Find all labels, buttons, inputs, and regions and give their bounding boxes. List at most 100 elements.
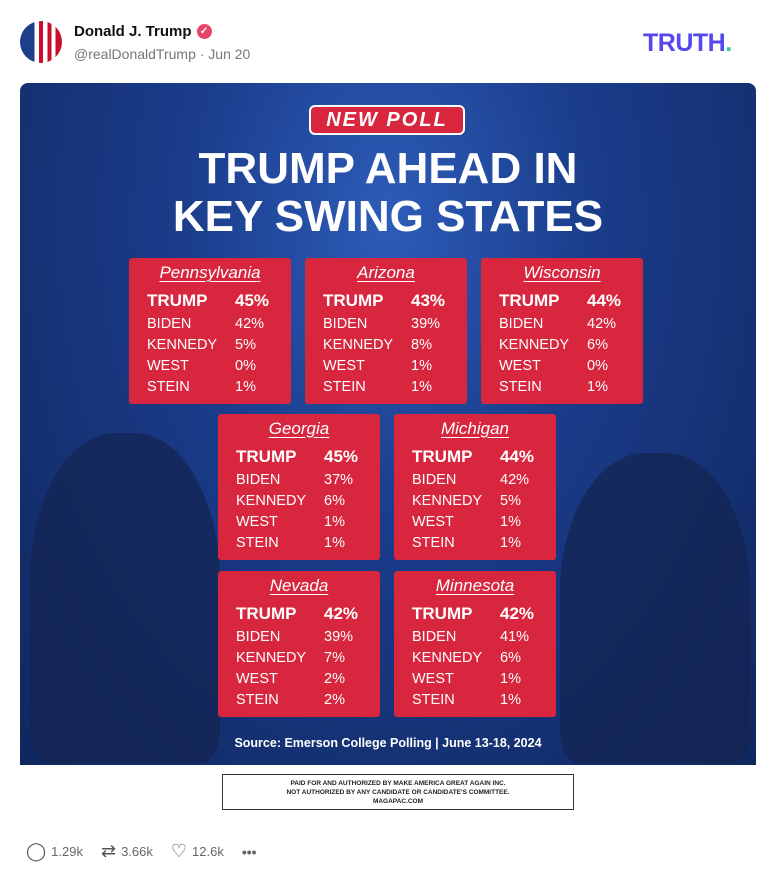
state-name: Georgia	[268, 419, 330, 438]
candidate-name: TRUMP	[236, 447, 297, 466]
state-card-michigan: Michigan TRUMP 44% BIDEN 42% KENNEDY 5% WEST 1% S…	[394, 414, 556, 560]
reply-button[interactable]: ◯ 1.29k	[26, 841, 83, 861]
candidate-percent: 37%	[324, 472, 354, 488]
candidate-name: BIDEN	[499, 316, 544, 332]
heart-icon: ♡	[170, 841, 188, 861]
candidate-row: KENNEDY 7%	[236, 648, 380, 669]
candidate-name: WEST	[412, 671, 454, 687]
candidate-name: WEST	[323, 358, 365, 374]
candidate-name: STEIN	[236, 692, 279, 708]
candidate-percent: 1%	[500, 535, 521, 551]
candidate-row: BIDEN 39%	[236, 627, 380, 648]
candidate-name: STEIN	[236, 535, 279, 551]
candidate-row: STEIN 1%	[236, 533, 380, 554]
state-card-wisconsin: Wisconsin TRUMP 44% BIDEN 42% KENNEDY 6% WEST 0%…	[481, 258, 643, 404]
candidate-name: KENNEDY	[236, 493, 307, 509]
candidate-row: STEIN 1%	[323, 377, 467, 398]
candidate-name: KENNEDY	[323, 337, 394, 353]
candidate-row: KENNEDY 6%	[499, 335, 643, 356]
state-card-minnesota: Minnesota TRUMP 42% BIDEN 41% KENNEDY 6% WEST 1%…	[394, 571, 556, 717]
candidate-row: TRUMP 42%	[412, 603, 556, 627]
candidate-row: BIDEN 41%	[412, 627, 556, 648]
candidate-percent: 42%	[324, 604, 359, 623]
avatar[interactable]	[20, 21, 62, 63]
candidate-name: STEIN	[323, 379, 366, 395]
candidate-percent: 6%	[587, 337, 608, 353]
more-options-button[interactable]: •••	[242, 844, 257, 860]
candidate-row: BIDEN 37%	[236, 470, 380, 491]
candidate-name: KENNEDY	[147, 337, 218, 353]
author-handle[interactable]: @realDonaldTrump · Jun 20	[74, 46, 251, 62]
candidate-row: KENNEDY 6%	[412, 648, 556, 669]
candidate-percent: 1%	[235, 379, 256, 395]
candidate-row: WEST 1%	[236, 512, 380, 533]
candidate-row: BIDEN 39%	[323, 314, 467, 335]
candidate-name: BIDEN	[236, 472, 281, 488]
author-name[interactable]: Donald J. Trump ✓	[74, 23, 212, 40]
candidate-row: WEST 2%	[236, 669, 380, 690]
candidate-name: WEST	[236, 514, 278, 530]
candidate-percent: 1%	[500, 514, 521, 530]
candidate-name: WEST	[499, 358, 541, 374]
candidate-row: WEST 1%	[412, 512, 556, 533]
candidate-row: TRUMP 43%	[323, 290, 467, 314]
candidate-name: WEST	[412, 514, 454, 530]
disclaimer-box: PAID FOR AND AUTHORIZED BY MAKE AMERICA …	[222, 774, 574, 810]
comment-icon: ◯	[26, 841, 47, 861]
poll-graphic: NEW POLL TRUMP AHEAD IN KEY SWING STATES …	[20, 83, 756, 765]
candidate-row: STEIN 1%	[412, 690, 556, 711]
candidate-name: TRUMP	[412, 604, 473, 623]
candidate-percent: 0%	[235, 358, 256, 374]
candidate-row: KENNEDY 6%	[236, 491, 380, 512]
candidate-percent: 2%	[324, 671, 345, 687]
candidate-name: BIDEN	[236, 629, 281, 645]
candidate-row: KENNEDY 5%	[412, 491, 556, 512]
candidate-percent: 2%	[324, 692, 345, 708]
candidate-name: BIDEN	[412, 629, 457, 645]
candidate-name: KENNEDY	[236, 650, 307, 666]
candidate-row: STEIN 1%	[499, 377, 643, 398]
like-button[interactable]: ♡ 12.6k	[170, 841, 224, 861]
candidate-percent: 39%	[324, 629, 354, 645]
speaker-figure-left	[30, 433, 220, 763]
candidate-percent: 1%	[500, 671, 521, 687]
state-name: Minnesota	[435, 576, 515, 595]
truth-logo[interactable]: TRUTH.	[643, 29, 732, 57]
candidate-percent: 41%	[500, 629, 530, 645]
more-icon: •••	[241, 843, 257, 860]
state-name: Arizona	[357, 263, 415, 282]
candidate-percent: 5%	[500, 493, 521, 509]
candidate-name: KENNEDY	[499, 337, 570, 353]
candidate-percent: 42%	[235, 316, 265, 332]
candidate-row: TRUMP 45%	[236, 446, 380, 470]
candidate-percent: 6%	[500, 650, 521, 666]
candidate-percent: 0%	[587, 358, 608, 374]
candidate-row: TRUMP 45%	[147, 290, 291, 314]
candidate-row: TRUMP 44%	[412, 446, 556, 470]
candidate-row: TRUMP 44%	[499, 290, 643, 314]
retruth-button[interactable]: ⇄ 3.66k	[100, 841, 153, 861]
candidate-row: STEIN 2%	[236, 690, 380, 711]
candidate-row: WEST 1%	[412, 669, 556, 690]
candidate-percent: 42%	[500, 472, 530, 488]
candidate-name: BIDEN	[147, 316, 192, 332]
state-name: Wisconsin	[523, 263, 601, 282]
headline: TRUMP AHEAD IN KEY SWING STATES	[172, 144, 604, 241]
candidate-percent: 5%	[235, 337, 256, 353]
candidate-percent: 44%	[587, 291, 622, 310]
candidate-name: KENNEDY	[412, 650, 483, 666]
post-image[interactable]: NEW POLL TRUMP AHEAD IN KEY SWING STATES …	[20, 83, 756, 818]
speaker-figure-right	[560, 453, 750, 763]
candidate-name: BIDEN	[412, 472, 457, 488]
candidate-percent: 1%	[411, 379, 432, 395]
candidate-percent: 1%	[324, 535, 345, 551]
candidate-name: TRUMP	[236, 604, 297, 623]
candidate-percent: 45%	[324, 447, 359, 466]
candidate-name: TRUMP	[147, 291, 208, 310]
candidate-row: KENNEDY 8%	[323, 335, 467, 356]
state-card-pennsylvania: Pennsylvania TRUMP 45% BIDEN 42% KENNEDY 5% WES…	[129, 258, 291, 404]
repost-icon: ⇄	[100, 841, 117, 861]
candidate-row: BIDEN 42%	[412, 470, 556, 491]
candidate-percent: 1%	[500, 692, 521, 708]
candidate-percent: 42%	[500, 604, 535, 623]
